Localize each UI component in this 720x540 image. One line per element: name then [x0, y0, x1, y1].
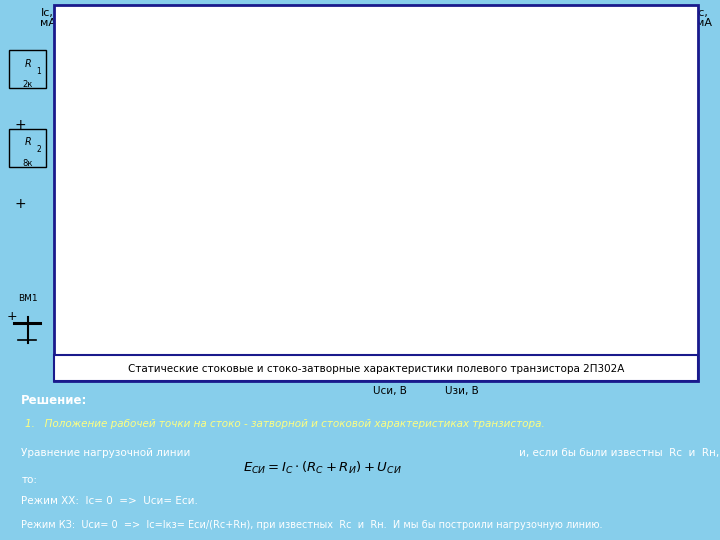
Text: Uзи, В: Uзи, В	[446, 386, 480, 396]
Text: +: +	[6, 310, 17, 323]
Text: Статические стоковые и стоко-затворные характеристики полевого транзистора 2П302: Статические стоковые и стоко-затворные х…	[127, 364, 624, 374]
Text: 2: 2	[36, 145, 41, 154]
Text: -0,5В: -0,5В	[324, 130, 348, 139]
Bar	[9, 50, 46, 88]
Text: +: +	[14, 197, 26, 211]
Text: Iс,
мА: Iс, мА	[696, 8, 711, 28]
Text: 2к: 2к	[22, 80, 33, 90]
Text: Iс,
мА: Iс, мА	[40, 8, 56, 28]
Text: -1,25В: -1,25В	[353, 258, 384, 266]
Bar	[9, 129, 46, 167]
Text: 1.   Положение рабочей точки на стоко - затворной и стоковой характеристиках тра: 1. Положение рабочей точки на стоко - за…	[24, 419, 544, 429]
Text: -0,25В: -0,25В	[266, 59, 297, 68]
Text: -0,75В: -0,75В	[333, 174, 364, 183]
Text: -1,0В: -1,0В	[343, 218, 368, 227]
Text: Uси=15В: Uси=15В	[485, 71, 531, 80]
Text: 1: 1	[36, 66, 41, 76]
Text: +: +	[14, 118, 26, 132]
Text: 10В: 10В	[516, 111, 534, 121]
Text: то:: то:	[22, 475, 37, 485]
Text: Uси, В: Uси, В	[373, 386, 407, 396]
Text: -1,5В: -1,5В	[353, 300, 377, 309]
Text: 8к: 8к	[22, 159, 33, 168]
Text: 2П302А: 2П302А	[294, 22, 343, 32]
Text: $E_{СИ} = I_С \cdot (R_С + R_И) + U_{СИ}$: $E_{СИ} = I_С \cdot (R_С + R_И) + U_{СИ}…	[243, 460, 402, 476]
Text: 2П302А: 2П302А	[449, 22, 498, 32]
Text: R: R	[24, 58, 31, 69]
Text: Uзи= 0В: Uзи= 0В	[246, 32, 288, 41]
Text: ВМ1: ВМ1	[18, 294, 37, 302]
Text: и, если бы были известны  Rc  и  Rн,: и, если бы были известны Rc и Rн,	[519, 448, 719, 458]
Text: Режим КЗ:  Uси= 0  =>  Ic=Iкз= Eси/(Rc+Rн), при известных  Rc  и  Rн.  И мы бы п: Режим КЗ: Uси= 0 => Ic=Iкз= Eси/(Rc+Rн),…	[22, 519, 603, 530]
Text: R: R	[24, 137, 31, 147]
Text: Уравнение нагрузочной линии: Уравнение нагрузочной линии	[22, 448, 191, 458]
Text: Решение:: Решение:	[22, 394, 88, 407]
Text: Режим ХХ:  Ic= 0  =>  Uси= Eси.: Режим ХХ: Ic= 0 => Uси= Eси.	[22, 496, 198, 506]
